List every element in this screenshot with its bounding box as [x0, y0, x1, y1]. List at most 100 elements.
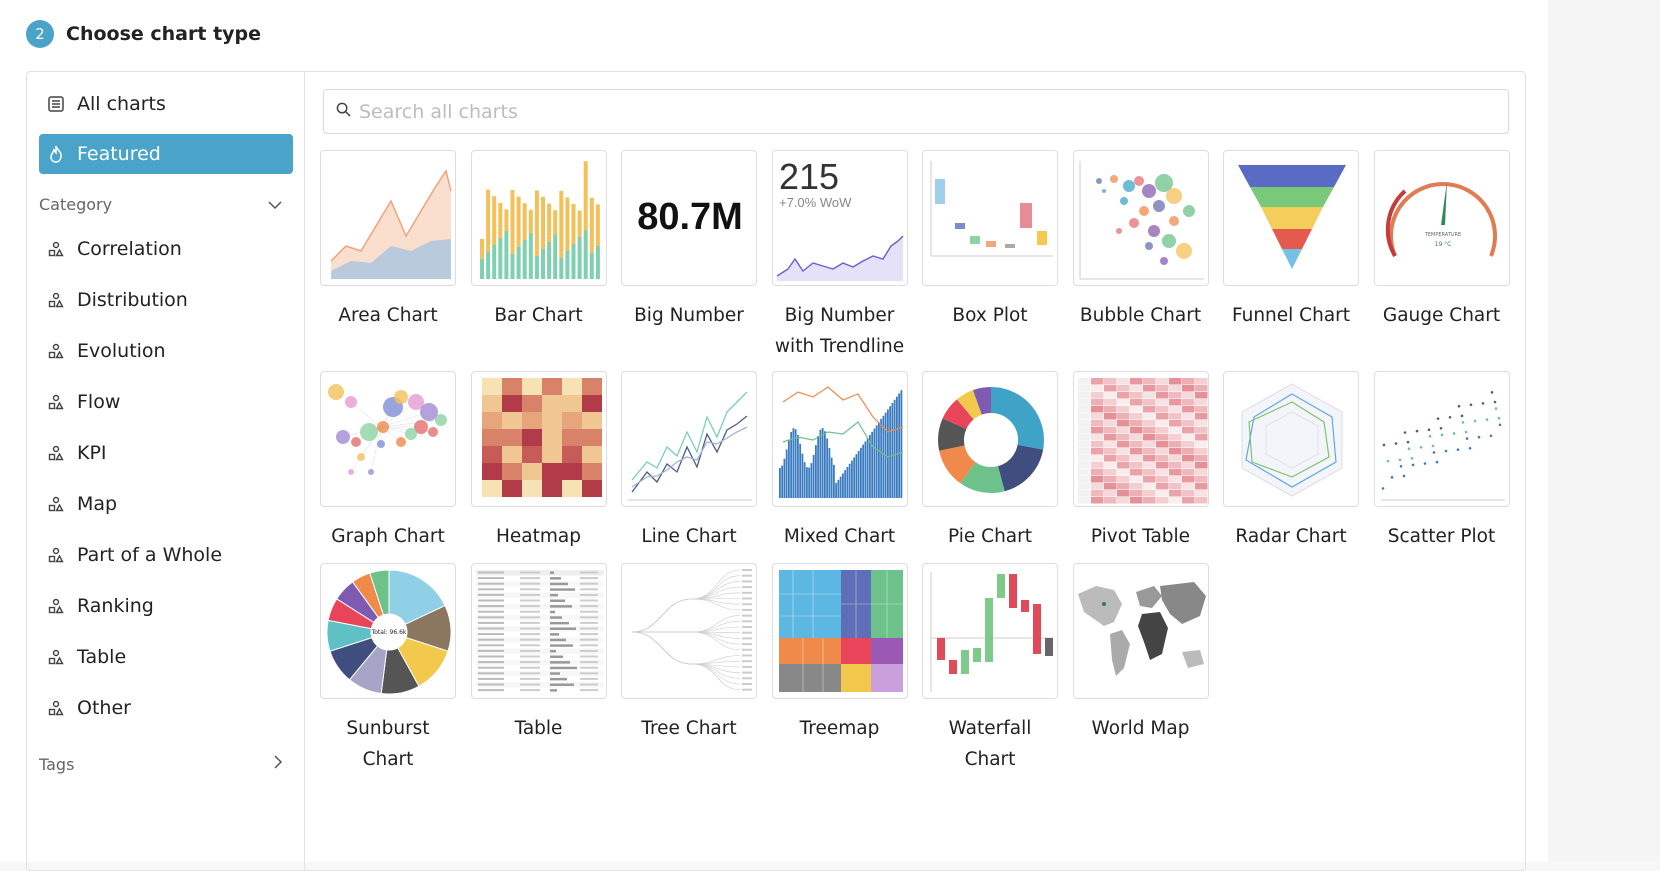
chart-card-label: Bubble Chart: [1079, 305, 1202, 326]
category-icon: [47, 444, 65, 462]
chart-type-step: 2 Choose chart type All charts Featured …: [26, 20, 1526, 871]
chart-card-heatmap[interactable]: Heatmap: [470, 371, 609, 552]
chart-card-pivot-table[interactable]: Pivot Table: [1072, 371, 1211, 552]
chart-card-bar-chart[interactable]: Bar Chart: [470, 150, 609, 331]
sidebar-item-kpi[interactable]: KPI: [39, 433, 293, 473]
sidebar-item-label: Correlation: [77, 238, 182, 260]
search-input[interactable]: [359, 100, 1459, 123]
chart-thumbnail: TEMPERATURE 19 °C: [1373, 150, 1510, 286]
sidebar-item-label: KPI: [77, 442, 107, 464]
chart-thumbnail: 80.7M: [621, 150, 757, 286]
chart-thumbnail: [470, 150, 607, 286]
chart-card-label: Big Number: [634, 305, 744, 326]
chart-thumbnail: [1373, 371, 1510, 507]
sidebar-item-correlation[interactable]: Correlation: [39, 229, 293, 269]
sidebar-item-map[interactable]: Map: [39, 484, 293, 524]
chart-card-line-chart[interactable]: Line Chart: [621, 371, 759, 552]
chart-card-label: Treemap: [799, 718, 880, 739]
chart-card-tree-chart[interactable]: Tree Chart: [621, 563, 759, 744]
chart-card-label: Sunburst Chart: [346, 718, 430, 770]
chart-sidebar: All charts Featured Category Correlation…: [27, 72, 305, 870]
gauge-value: 19 °C: [1434, 241, 1451, 248]
fire-icon: [47, 145, 65, 163]
chart-card-gauge-chart[interactable]: TEMPERATURE 19 °C Gauge Chart: [1373, 150, 1512, 331]
category-section-toggle[interactable]: Category: [39, 189, 293, 219]
category-icon: [47, 342, 65, 360]
chart-card-label: Area Chart: [338, 305, 438, 326]
sunburst-total-label: Total: 96.6k: [371, 629, 407, 636]
search-icon: [336, 102, 351, 121]
chart-card-label: Pie Chart: [948, 526, 1032, 547]
chart-thumbnail: [470, 563, 607, 699]
category-icon: [47, 648, 65, 666]
chart-card-table[interactable]: Table: [470, 563, 609, 744]
category-icon: [47, 240, 65, 258]
chart-card-label: Waterfall Chart: [948, 718, 1032, 770]
step-title: Choose chart type: [66, 23, 262, 45]
chart-card-label: Big Number with Trendline: [774, 305, 905, 357]
chart-card-label: Funnel Chart: [1231, 305, 1351, 326]
chart-card-waterfall-chart[interactable]: Waterfall Chart: [922, 563, 1060, 775]
chart-thumbnail: [1072, 371, 1209, 507]
chart-thumbnail: [922, 371, 1058, 507]
sidebar-item-table[interactable]: Table: [39, 637, 293, 677]
chart-thumbnail: Total: 96.6k: [320, 563, 456, 699]
sidebar-item-evolution[interactable]: Evolution: [39, 331, 293, 371]
category-icon: [47, 597, 65, 615]
list-icon: [47, 95, 65, 113]
chart-card-treemap[interactable]: Treemap: [771, 563, 910, 744]
sidebar-item-flow[interactable]: Flow: [39, 382, 293, 422]
chart-card-label: Bar Chart: [494, 305, 583, 326]
chart-thumbnail: [1072, 150, 1209, 286]
chart-card-label: Gauge Chart: [1382, 305, 1501, 326]
chart-card-big-number-with-trendline[interactable]: 215 +7.0% WoW Big Number with Trendline: [771, 150, 910, 362]
chart-card-box-plot[interactable]: Box Plot: [922, 150, 1060, 331]
sidebar-item-featured[interactable]: Featured: [39, 134, 293, 174]
chart-card-label: Table: [514, 718, 563, 739]
chart-card-label: Heatmap: [496, 526, 581, 547]
right-gutter: [1548, 0, 1660, 862]
search-box[interactable]: [323, 89, 1509, 134]
category-icon: [47, 546, 65, 564]
chart-card-label: Graph Chart: [331, 526, 445, 547]
category-label: Category: [39, 194, 113, 214]
chart-card-graph-chart[interactable]: Graph Chart: [320, 371, 458, 552]
chart-card-radar-chart[interactable]: Radar Chart: [1223, 371, 1361, 552]
tags-section-toggle[interactable]: Tags: [39, 749, 293, 779]
chart-card-label: Scatter Plot: [1387, 526, 1496, 547]
big-number-value: 80.7M: [637, 196, 743, 238]
chevron-down-icon: [267, 195, 283, 214]
chart-card-label: World Map: [1091, 718, 1190, 739]
chart-thumbnail: [621, 563, 757, 699]
sidebar-item-distribution[interactable]: Distribution: [39, 280, 293, 320]
trend-number-value: 215: [779, 156, 839, 197]
chart-card-pie-chart[interactable]: Pie Chart: [922, 371, 1060, 552]
sidebar-item-all-charts[interactable]: All charts: [39, 84, 293, 124]
chart-thumbnail: [922, 150, 1058, 286]
chart-thumbnail: [1072, 563, 1209, 699]
chart-card-big-number[interactable]: 80.7M Big Number: [621, 150, 759, 331]
chart-card-scatter-plot[interactable]: Scatter Plot: [1373, 371, 1512, 552]
sidebar-item-label: Part of a Whole: [77, 544, 223, 566]
category-icon: [47, 495, 65, 513]
chart-card-sunburst-chart[interactable]: Total: 96.6k Sunburst Chart: [320, 563, 458, 775]
chart-thumbnail: 215 +7.0% WoW: [771, 150, 908, 286]
chart-card-area-chart[interactable]: Area Chart: [320, 150, 458, 331]
chart-card-bubble-chart[interactable]: Bubble Chart: [1072, 150, 1211, 331]
chart-card-label: Tree Chart: [641, 718, 737, 739]
tags-label: Tags: [39, 754, 75, 774]
sidebar-item-label: Table: [77, 646, 127, 668]
sidebar-item-label: Featured: [77, 143, 161, 165]
chart-card-world-map[interactable]: World Map: [1072, 563, 1211, 744]
chart-thumbnail: [320, 371, 456, 507]
category-icon: [47, 699, 65, 717]
chart-card-mixed-chart[interactable]: Mixed Chart: [771, 371, 910, 552]
sidebar-item-label: Ranking: [77, 595, 154, 617]
sidebar-item-label: Evolution: [77, 340, 166, 362]
sidebar-item-ranking[interactable]: Ranking: [39, 586, 293, 626]
sidebar-item-part-of-a-whole[interactable]: Part of a Whole: [39, 535, 293, 575]
chart-card-funnel-chart[interactable]: Funnel Chart: [1223, 150, 1361, 331]
sidebar-item-other[interactable]: Other: [39, 688, 293, 728]
chart-thumbnail: [621, 371, 757, 507]
chart-card-label: Line Chart: [641, 526, 737, 547]
